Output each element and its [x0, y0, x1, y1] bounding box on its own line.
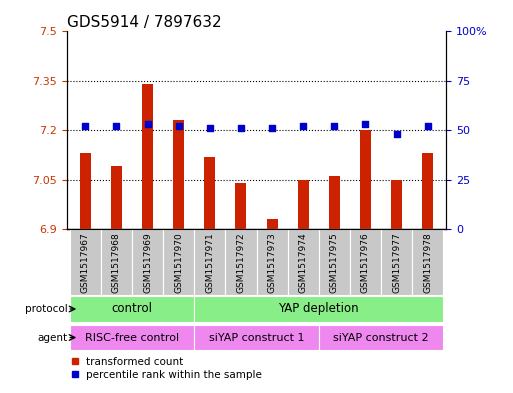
Point	[330, 123, 339, 129]
FancyBboxPatch shape	[194, 229, 225, 295]
Point	[268, 125, 276, 131]
Text: GSM1517969: GSM1517969	[143, 232, 152, 293]
Text: GSM1517974: GSM1517974	[299, 232, 308, 293]
FancyBboxPatch shape	[70, 296, 194, 322]
Bar	[391, 180, 402, 229]
FancyBboxPatch shape	[163, 229, 194, 295]
Text: GSM1517975: GSM1517975	[330, 232, 339, 293]
Bar	[173, 120, 184, 229]
FancyBboxPatch shape	[412, 229, 443, 295]
FancyBboxPatch shape	[101, 229, 132, 295]
Point	[237, 125, 245, 131]
Bar	[111, 166, 122, 229]
Bar	[360, 130, 371, 229]
FancyBboxPatch shape	[381, 229, 412, 295]
Text: siYAP construct 2: siYAP construct 2	[333, 332, 429, 343]
Point	[144, 121, 152, 127]
FancyBboxPatch shape	[288, 229, 319, 295]
FancyBboxPatch shape	[256, 229, 288, 295]
Point	[299, 123, 307, 129]
Bar	[80, 153, 91, 229]
Bar	[267, 219, 278, 229]
Text: RISC-free control: RISC-free control	[85, 332, 179, 343]
FancyBboxPatch shape	[70, 325, 194, 350]
Text: GSM1517972: GSM1517972	[236, 232, 245, 293]
Bar	[204, 156, 215, 229]
FancyBboxPatch shape	[319, 325, 443, 350]
Bar	[329, 176, 340, 229]
Text: siYAP construct 1: siYAP construct 1	[209, 332, 304, 343]
Text: GSM1517973: GSM1517973	[268, 232, 277, 293]
Legend: transformed count, percentile rank within the sample: transformed count, percentile rank withi…	[72, 357, 262, 380]
Point	[81, 123, 89, 129]
Point	[206, 125, 214, 131]
Point	[361, 121, 369, 127]
FancyBboxPatch shape	[132, 229, 163, 295]
Point	[424, 123, 432, 129]
Text: control: control	[111, 303, 152, 316]
FancyBboxPatch shape	[225, 229, 256, 295]
Text: YAP depletion: YAP depletion	[279, 303, 359, 316]
Bar	[298, 180, 309, 229]
Bar	[422, 153, 433, 229]
FancyBboxPatch shape	[70, 229, 101, 295]
Text: GSM1517976: GSM1517976	[361, 232, 370, 293]
Text: GSM1517977: GSM1517977	[392, 232, 401, 293]
FancyBboxPatch shape	[319, 229, 350, 295]
Text: GSM1517978: GSM1517978	[423, 232, 432, 293]
Point	[112, 123, 121, 129]
FancyBboxPatch shape	[194, 296, 443, 322]
Text: GDS5914 / 7897632: GDS5914 / 7897632	[67, 15, 221, 30]
Text: GSM1517967: GSM1517967	[81, 232, 90, 293]
Point	[174, 123, 183, 129]
Text: protocol: protocol	[25, 304, 67, 314]
Text: agent: agent	[37, 332, 67, 343]
Text: GSM1517968: GSM1517968	[112, 232, 121, 293]
FancyBboxPatch shape	[350, 229, 381, 295]
Text: GSM1517970: GSM1517970	[174, 232, 183, 293]
Text: GSM1517971: GSM1517971	[205, 232, 214, 293]
Bar	[235, 183, 246, 229]
FancyBboxPatch shape	[194, 325, 319, 350]
Point	[392, 131, 401, 137]
Bar	[142, 84, 153, 229]
